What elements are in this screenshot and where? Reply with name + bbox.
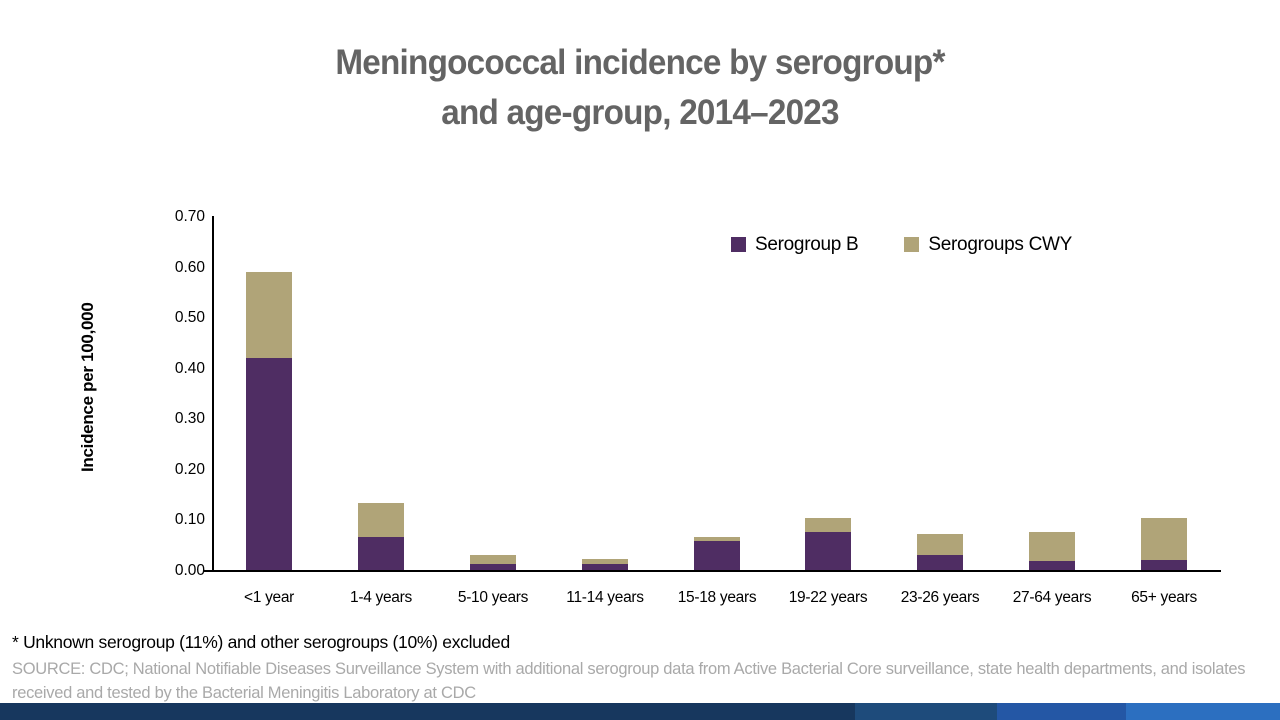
- footer-bar-segment: [1126, 703, 1280, 720]
- x-axis-label: 65+ years: [1131, 589, 1197, 606]
- bar-19-22-years-serogroups-cwy: [805, 518, 851, 532]
- x-axis-label: 5-10 years: [457, 589, 529, 606]
- legend-item-serogroup-b: Serogroup B: [731, 234, 859, 256]
- chart-legend: Serogroup B Serogroups CWY: [731, 234, 1072, 256]
- y-tick-label: 0.20: [174, 460, 205, 478]
- y-tick-label: 0.50: [174, 309, 205, 327]
- footer-color-bar: [0, 703, 1280, 720]
- bar-5-10-years-serogroups-cwy: [470, 555, 516, 564]
- x-axis-label: 23-26 years: [900, 589, 980, 606]
- bar-19-22-years-serogroup-b: [805, 532, 851, 570]
- bar-11-14-years-serogroup-b: [582, 564, 628, 570]
- x-axis-label: 1-4 years: [350, 589, 412, 606]
- y-tick-label: 0.00: [174, 562, 205, 579]
- x-axis-label: 27-64 years: [1012, 589, 1092, 606]
- footer-bar-segment: [997, 703, 1126, 720]
- bar--1-year-serogroups-cwy: [246, 272, 292, 358]
- footnote: * Unknown serogroup (11%) and other sero…: [12, 632, 510, 652]
- bar-27-64-years-serogroup-b: [1029, 561, 1075, 570]
- bar-65-years-serogroup-b: [1141, 560, 1187, 570]
- y-axis-title: Incidence per 100,000: [78, 302, 97, 472]
- bar-23-26-years-serogroup-b: [917, 555, 963, 570]
- slide-title-line2: and age-group, 2014–2023: [441, 93, 839, 132]
- x-axis-label: 11-14 years: [566, 589, 644, 606]
- y-tick-label: 0.10: [174, 511, 205, 529]
- y-tick-label: 0.30: [174, 410, 205, 428]
- footer-bar-segment: [855, 703, 997, 720]
- y-tick-label: 0.70: [174, 208, 205, 225]
- slide-title-line1: Meningococcal incidence by serogroup*: [335, 43, 945, 82]
- legend-item-serogroups-cwy: Serogroups CWY: [904, 234, 1072, 256]
- bar-15-18-years-serogroups-cwy: [694, 537, 740, 541]
- source-note: SOURCE: CDC; National Notifiable Disease…: [12, 660, 1246, 702]
- footer-bar-segment: [0, 703, 855, 720]
- y-tick-label: 0.60: [174, 258, 205, 276]
- x-axis-label: 15-18 years: [677, 589, 757, 606]
- x-axis-label: <1 year: [243, 589, 295, 606]
- x-axis-label: 19-22 years: [788, 589, 868, 606]
- bar-27-64-years-serogroups-cwy: [1029, 532, 1075, 561]
- bar-1-4-years-serogroups-cwy: [358, 503, 404, 537]
- legend-swatch-serogroups-cwy: [904, 237, 920, 252]
- bar-5-10-years-serogroup-b: [470, 564, 516, 570]
- slide-title: Meningococcal incidence by serogroup* an…: [32, 38, 1248, 138]
- y-tick-label: 0.40: [174, 359, 205, 377]
- bar-11-14-years-serogroups-cwy: [582, 559, 628, 564]
- x-axis-line: [204, 570, 1221, 572]
- bar--1-year-serogroup-b: [246, 358, 292, 570]
- bar-65-years-serogroups-cwy: [1141, 518, 1187, 560]
- legend-label-serogroups-cwy: Serogroups CWY: [928, 234, 1073, 255]
- legend-swatch-serogroup-b: [731, 237, 746, 252]
- y-axis-line: [212, 216, 214, 572]
- bar-15-18-years-serogroup-b: [694, 541, 740, 570]
- bar-23-26-years-serogroups-cwy: [917, 534, 963, 555]
- bar-1-4-years-serogroup-b: [358, 537, 404, 570]
- legend-label-serogroup-b: Serogroup B: [755, 234, 859, 255]
